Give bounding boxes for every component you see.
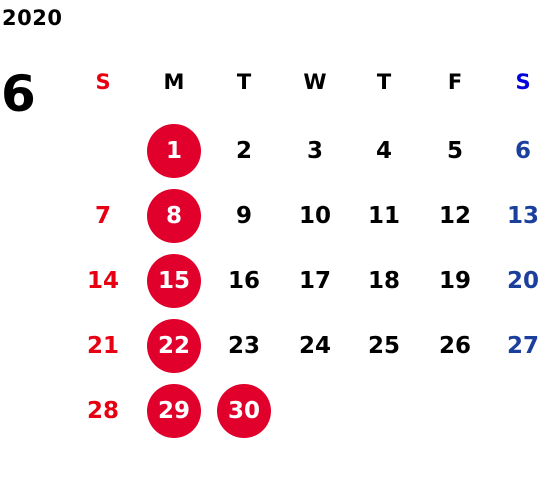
day-cell-7: 7 <box>94 202 111 229</box>
day-cell-20: 20 <box>506 267 539 294</box>
weekday-header-sun: S <box>95 69 111 94</box>
day-cell-23: 23 <box>227 332 260 359</box>
day-cell-14: 14 <box>86 267 119 294</box>
day-cell-3: 3 <box>306 137 323 164</box>
day-cell-17: 17 <box>298 267 331 294</box>
day-cell-5: 5 <box>446 137 463 164</box>
day-cell-21: 21 <box>86 332 119 359</box>
weekday-header-wed: W <box>303 69 327 94</box>
weekday-header-thu: T <box>376 69 392 94</box>
weekday-header-fri: F <box>447 69 463 94</box>
day-cell-16: 16 <box>227 267 260 294</box>
day-cell-6: 6 <box>514 137 531 164</box>
day-cell-15: 15 <box>147 254 201 308</box>
day-cell-19: 19 <box>438 267 471 294</box>
day-cell-26: 26 <box>438 332 471 359</box>
day-cell-9: 9 <box>235 202 252 229</box>
day-cell-25: 25 <box>367 332 400 359</box>
day-cell-12: 12 <box>438 202 471 229</box>
day-cell-10: 10 <box>298 202 331 229</box>
day-cell-30: 30 <box>217 384 271 438</box>
day-cell-18: 18 <box>367 267 400 294</box>
day-cell-4: 4 <box>375 137 392 164</box>
day-cell-28: 28 <box>86 397 119 424</box>
year-label: 2020 <box>2 6 63 30</box>
day-cell-13: 13 <box>506 202 539 229</box>
weekday-header-sat: S <box>515 69 531 94</box>
weekday-header-mon: M <box>163 69 185 94</box>
day-cell-1: 1 <box>147 124 201 178</box>
day-cell-29: 29 <box>147 384 201 438</box>
day-cell-22: 22 <box>147 319 201 373</box>
day-cell-24: 24 <box>298 332 331 359</box>
day-cell-2: 2 <box>235 137 252 164</box>
day-cell-8: 8 <box>147 189 201 243</box>
month-number: 6 <box>1 65 36 123</box>
day-cell-27: 27 <box>506 332 539 359</box>
weekday-header-tue: T <box>236 69 252 94</box>
day-cell-11: 11 <box>367 202 400 229</box>
